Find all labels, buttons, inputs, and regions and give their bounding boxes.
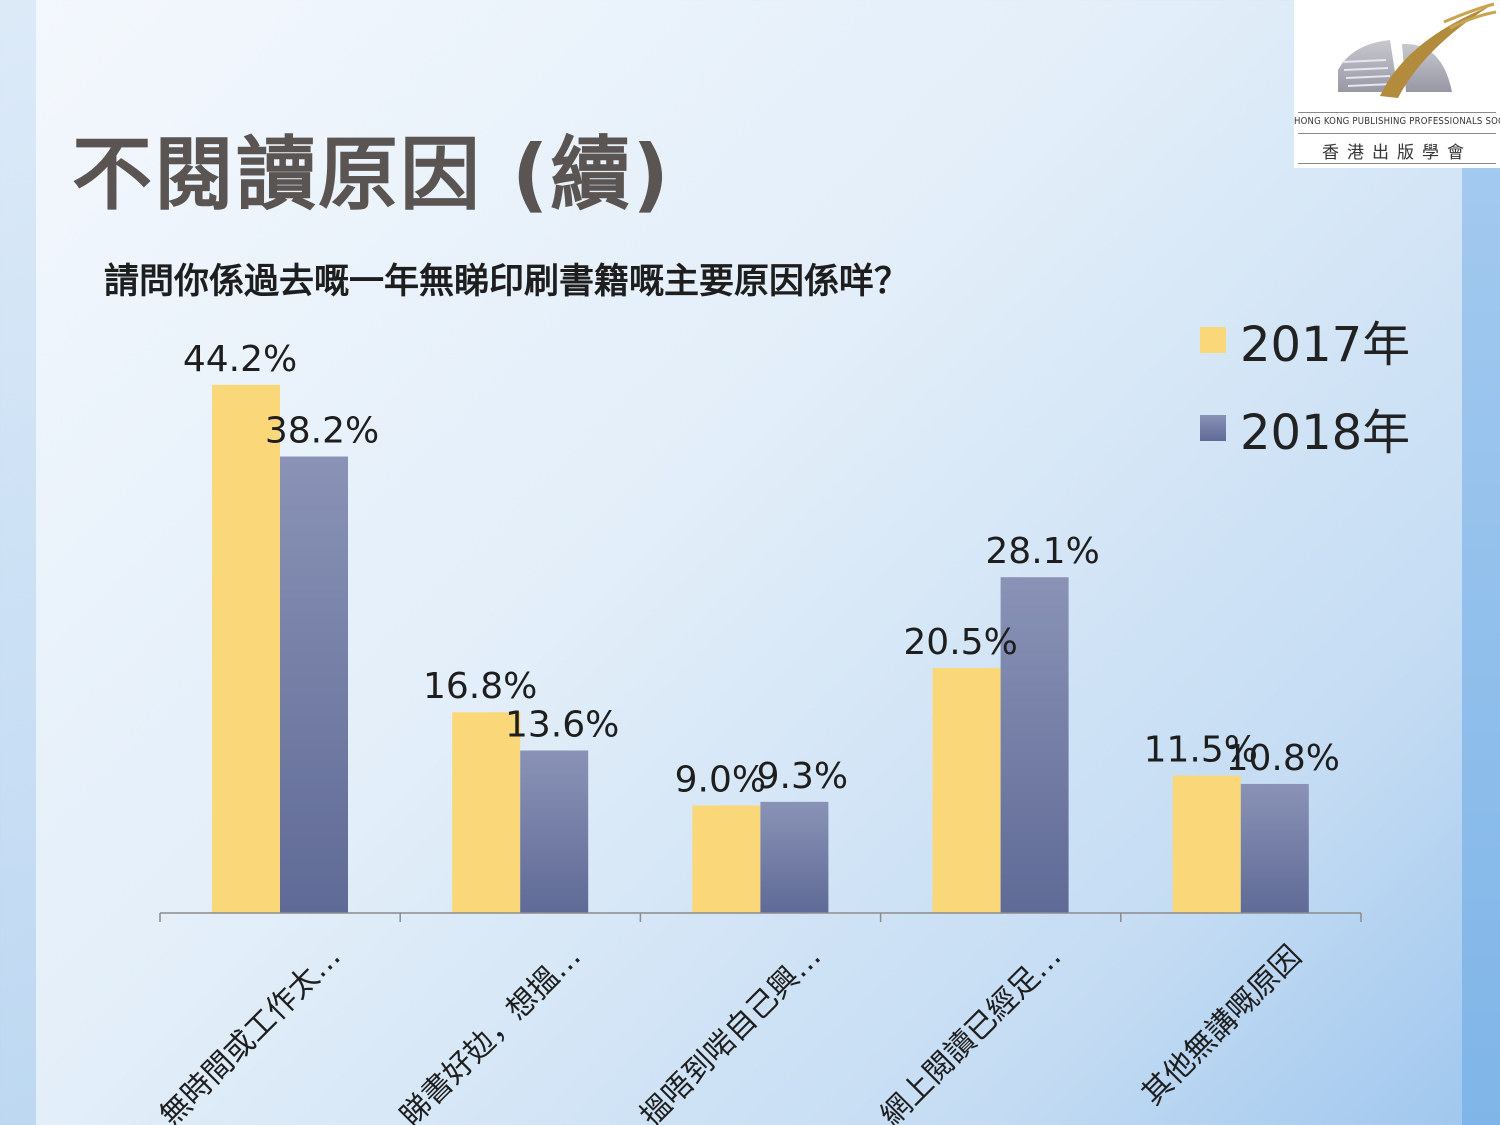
background-strip-right [1462,0,1500,1125]
survey-question: 請問你係過去嘅一年無睇印刷書籍嘅主要原因係咩？ [104,262,910,302]
value-label-2-series-2: 13.6% [505,704,619,745]
legend-swatch-2018 [1200,415,1226,441]
value-label-3-series-1: 9.0% [675,759,766,800]
legend-label-2017: 2017年 [1240,317,1411,373]
bar-1-series-2 [280,456,348,913]
value-label-3-series-2: 9.3% [757,756,848,797]
page-title: 不閱讀原因 (續) [72,128,671,221]
logo-rule-bottom [1298,163,1496,164]
value-label-1-series-2: 38.2% [265,411,379,452]
category-label-2: 睇書好攰，想搵… [394,939,588,1125]
category-label-4: 網上閱讀已經足… [874,939,1068,1125]
logo-rule-middle [1298,133,1496,134]
bar-5-series-1 [1172,775,1241,913]
category-label-3: 搵唔到啱自己興… [634,939,828,1125]
category-label-5: 其他無講嘅原因 [1135,939,1308,1112]
bar-4-series-2 [1000,577,1069,913]
background-strip-left [0,0,36,1125]
bar-1-series-1 [212,384,280,913]
logo-name-english: HONG KONG PUBLISHING PROFESSIONALS SOCIE… [1294,116,1500,127]
value-label-2-series-1: 16.8% [423,666,537,707]
logo-name-chinese: 香港出版學會 [1322,143,1472,163]
legend-swatch-2017 [1200,327,1226,353]
bar-2-series-2 [520,750,589,913]
value-label-4-series-2: 28.1% [985,531,1099,572]
chart-legend: 2017年 2018年 [1200,296,1410,472]
value-label-5-series-1: 11.5% [1144,730,1258,771]
legend-item-2017: 2017年 [1200,296,1410,384]
logo-mark-icon [1338,2,1497,98]
society-logo: HONG KONG PUBLISHING PROFESSIONALS SOCIE… [1294,0,1500,168]
bar-3-series-2 [760,801,829,913]
bar-5-series-2 [1240,783,1309,913]
bar-2-series-1 [452,712,521,913]
value-label-5-series-2: 10.8% [1226,738,1340,779]
legend-item-2018: 2018年 [1200,384,1410,472]
value-label-4-series-1: 20.5% [903,622,1017,663]
bar-4-series-1 [932,668,1001,913]
bar-3-series-1 [692,805,761,913]
legend-label-2018: 2018年 [1240,405,1411,461]
value-label-1-series-1: 44.2% [183,339,297,380]
logo-rule-top [1298,112,1496,113]
category-label-1: 無時間或工作太… [153,939,347,1125]
